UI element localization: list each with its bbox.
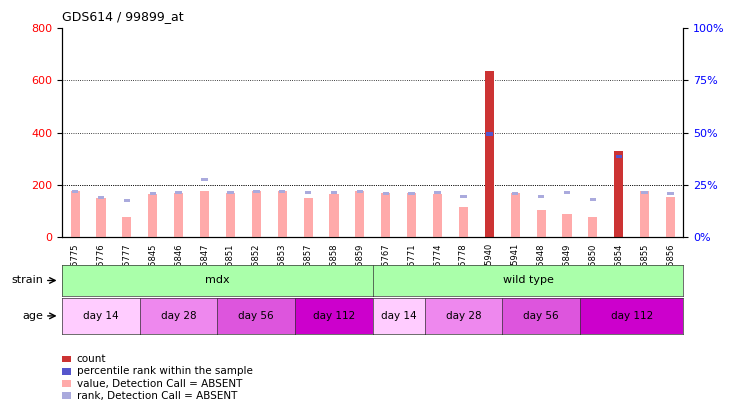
Bar — [588, 217, 597, 237]
Bar — [251, 191, 261, 237]
Bar — [330, 191, 337, 194]
Bar — [667, 192, 674, 196]
Bar — [150, 192, 156, 196]
Bar — [538, 195, 545, 198]
Text: rank, Detection Call = ABSENT: rank, Detection Call = ABSENT — [77, 391, 237, 401]
Bar — [434, 191, 441, 194]
Text: mdx: mdx — [205, 275, 230, 286]
Bar — [355, 191, 364, 237]
Bar — [227, 191, 234, 194]
Bar — [616, 155, 622, 158]
Bar — [641, 191, 648, 194]
Bar — [174, 193, 183, 237]
Text: count: count — [77, 354, 106, 364]
Bar — [564, 191, 570, 194]
Bar — [666, 197, 675, 237]
Bar — [511, 193, 520, 237]
Text: strain: strain — [12, 275, 44, 286]
Bar — [590, 198, 596, 201]
Bar — [614, 151, 624, 237]
Bar — [226, 193, 235, 237]
Bar — [98, 196, 105, 199]
Text: GDS614 / 99899_at: GDS614 / 99899_at — [62, 10, 183, 23]
Bar — [357, 190, 363, 193]
Bar — [382, 192, 389, 196]
Bar — [537, 209, 545, 237]
Bar — [409, 192, 415, 196]
Bar — [433, 194, 442, 237]
Text: day 56: day 56 — [238, 311, 274, 321]
Bar — [201, 178, 208, 181]
Bar — [382, 193, 390, 237]
Bar — [278, 191, 287, 237]
Bar — [640, 190, 649, 237]
Bar — [512, 192, 518, 196]
Bar — [459, 207, 468, 237]
Text: day 112: day 112 — [313, 311, 355, 321]
Text: day 28: day 28 — [161, 311, 197, 321]
Bar — [72, 190, 78, 193]
Text: day 14: day 14 — [83, 311, 118, 321]
Bar — [200, 191, 209, 237]
Bar — [148, 194, 157, 237]
Bar — [562, 214, 572, 237]
Text: wild type: wild type — [503, 275, 553, 286]
Bar — [122, 217, 132, 237]
Bar — [253, 190, 260, 193]
Bar — [407, 193, 416, 237]
Text: value, Detection Call = ABSENT: value, Detection Call = ABSENT — [77, 379, 242, 388]
Bar — [303, 198, 313, 237]
Bar — [71, 191, 80, 237]
Bar — [305, 191, 311, 194]
Bar — [485, 71, 494, 237]
Text: day 28: day 28 — [446, 311, 481, 321]
Bar — [461, 195, 466, 198]
Text: day 14: day 14 — [381, 311, 417, 321]
Bar — [486, 132, 493, 136]
Text: day 112: day 112 — [610, 311, 653, 321]
Text: percentile rank within the sample: percentile rank within the sample — [77, 367, 253, 376]
Bar — [279, 190, 285, 193]
Bar — [175, 191, 182, 194]
Bar — [96, 198, 105, 237]
Text: day 56: day 56 — [523, 311, 559, 321]
Bar — [330, 194, 338, 237]
Bar — [124, 199, 130, 202]
Text: age: age — [23, 311, 44, 321]
